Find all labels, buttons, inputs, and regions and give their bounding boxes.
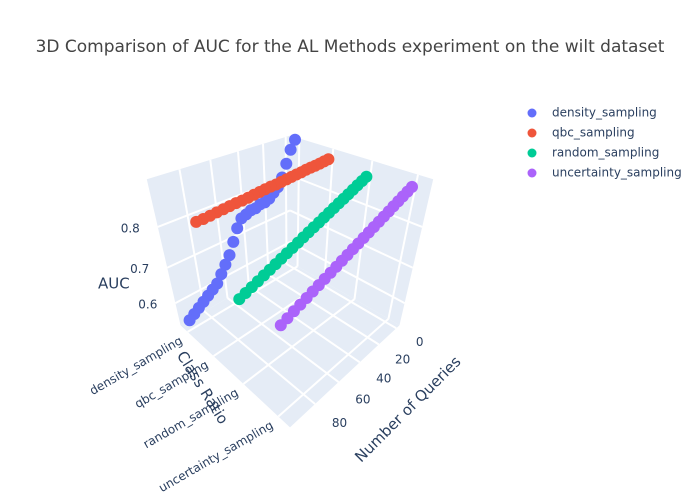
data-point (223, 249, 236, 262)
grid-line (174, 241, 291, 305)
x-axis-title: Number of Queries (351, 352, 464, 465)
data-point (215, 268, 228, 281)
x-tick-label: 40 (376, 371, 391, 385)
data-point (284, 143, 297, 156)
z-tick-label: 0.6 (138, 298, 157, 312)
grid-line (277, 318, 390, 418)
grid-line (286, 263, 397, 330)
grid-line (226, 297, 340, 383)
z-tick-label: 0.7 (130, 262, 149, 276)
x-tick-label: 0 (416, 335, 424, 349)
z-axis-title: AUC (98, 275, 130, 293)
legend-label: uncertainty_sampling (552, 166, 682, 180)
data-point (289, 133, 301, 146)
grid-line (248, 284, 361, 364)
chart-title: 3D Comparison of AUC for the AL Methods … (36, 37, 665, 57)
grid-line (178, 169, 206, 312)
grid-line (242, 298, 356, 385)
legend-label: qbc_sampling (552, 126, 635, 140)
legend-marker (527, 128, 537, 138)
grid-line (203, 310, 316, 405)
legend-marker (527, 108, 537, 118)
data-point (274, 319, 287, 332)
x-tick-label: 60 (355, 392, 370, 406)
data-point (190, 215, 203, 228)
data-point (233, 293, 246, 306)
grid-line (262, 143, 270, 275)
grid-line (289, 241, 406, 305)
z-tick-label: 0.8 (121, 221, 140, 235)
legend-marker (527, 148, 537, 158)
legend: density_sampling qbc_sampling random_sampl… (527, 106, 682, 180)
x-tick-label: 80 (332, 416, 347, 430)
data-point (280, 157, 293, 170)
scene: 0204060800.60.70.8density_samplingqbc_sa… (87, 133, 465, 495)
legend-marker (527, 168, 537, 178)
grid-line (267, 273, 380, 346)
data-point (231, 222, 244, 235)
data-point (235, 212, 248, 225)
data-point (183, 314, 196, 327)
grid-line (289, 209, 414, 269)
data-point (227, 235, 240, 248)
legend-label: random_sampling (552, 146, 659, 160)
grid-line (387, 174, 419, 320)
grid-line (289, 174, 423, 228)
legend-label: density_sampling (552, 106, 657, 120)
data-point (219, 258, 232, 271)
x-tick-label: 20 (395, 352, 410, 366)
